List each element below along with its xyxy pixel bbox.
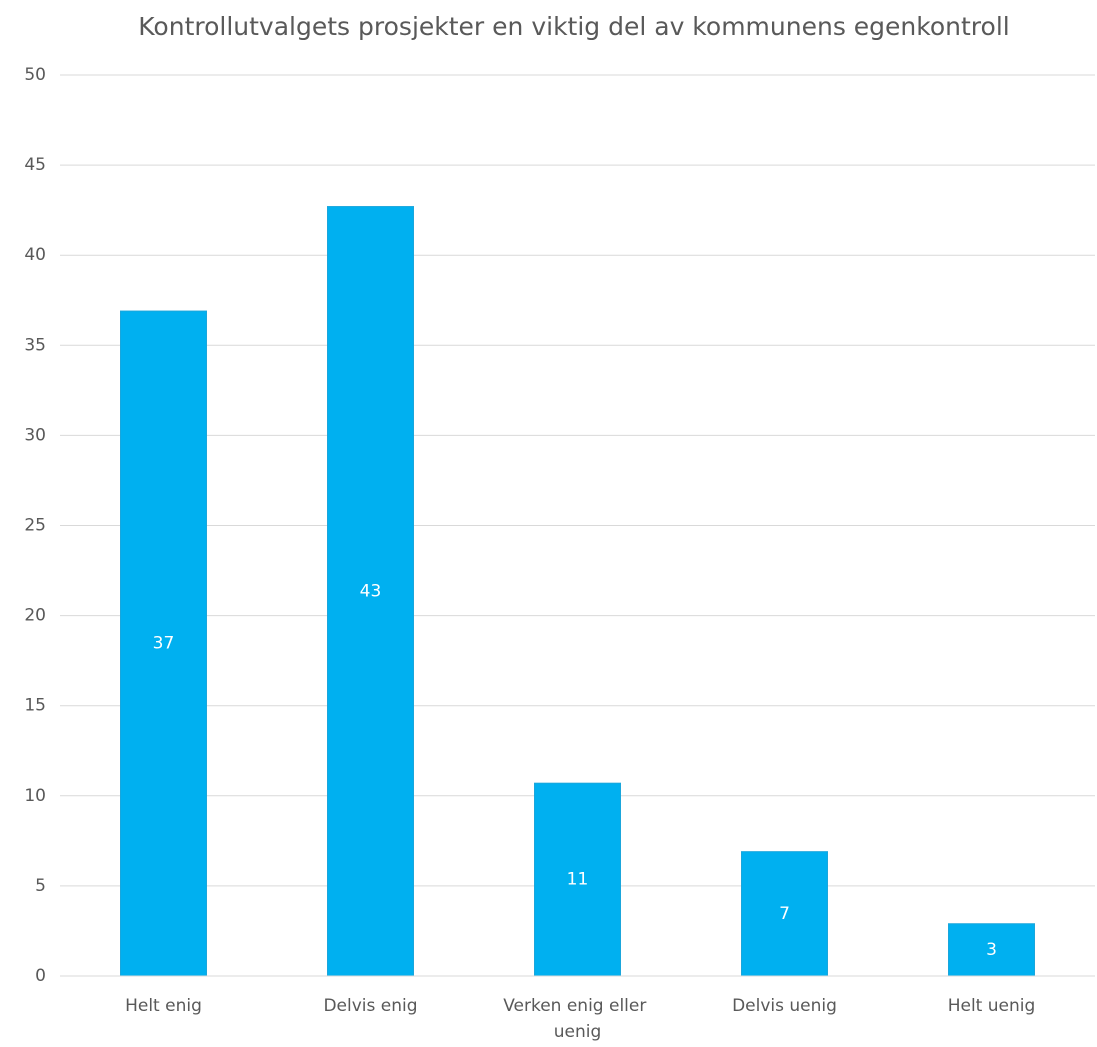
x-tick-label: Verken enig eller uenig — [503, 996, 652, 1042]
chart-title: Kontrollutvalgets prosjekter en viktig d… — [138, 12, 1009, 41]
data-label: 43 — [360, 581, 382, 601]
y-tick-label: 30 — [24, 425, 46, 445]
y-tick-label: 50 — [24, 65, 46, 85]
bar — [741, 851, 828, 977]
x-tick-label: Delvis enig — [323, 996, 417, 1016]
bar — [120, 310, 207, 977]
x-tick-label: Helt uenig — [948, 996, 1036, 1016]
y-tick-label: 45 — [24, 155, 46, 175]
y-tick-label: 20 — [24, 606, 46, 626]
data-label: 3 — [986, 940, 997, 960]
data-label: 11 — [567, 870, 589, 890]
y-tick-label: 35 — [24, 335, 46, 355]
y-tick-label: 0 — [35, 966, 46, 986]
x-tick-label: Delvis uenig — [732, 996, 837, 1016]
x-tick-label: Helt enig — [125, 996, 202, 1016]
y-tick-label: 40 — [24, 245, 46, 265]
y-tick-label: 10 — [24, 786, 46, 806]
y-tick-label: 15 — [24, 696, 46, 716]
y-tick-label: 5 — [35, 876, 46, 896]
bar — [327, 206, 414, 977]
data-label: 37 — [153, 634, 175, 654]
y-tick-label: 25 — [24, 516, 46, 536]
data-label: 7 — [779, 904, 790, 924]
